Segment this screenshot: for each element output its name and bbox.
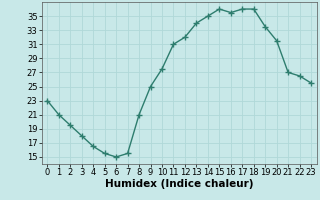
X-axis label: Humidex (Indice chaleur): Humidex (Indice chaleur) bbox=[105, 179, 253, 189]
